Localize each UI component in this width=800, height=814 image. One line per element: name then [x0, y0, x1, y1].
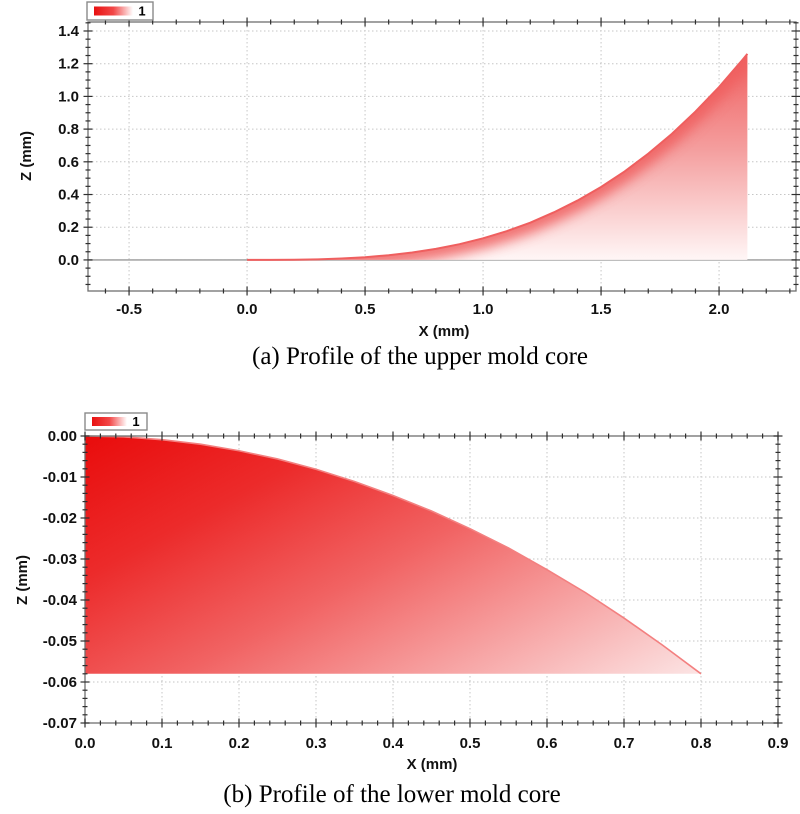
legend-series-label: 1	[132, 414, 139, 429]
axis-ticks	[80, 431, 783, 728]
legend: 1	[86, 1, 154, 21]
y-axis-tick-label: 0.00	[48, 428, 77, 445]
x-axis-tick-label: 0.0	[237, 301, 258, 318]
y-axis-tick-label: 0.2	[58, 219, 79, 236]
lower-mold-core-chart: 0.0 0.1 0.2 0.3 0.4 0.5 0.6 0.7 0.8 0.9 0.00 -0.01 -…	[14, 412, 789, 773]
area-series-1	[85, 436, 701, 674]
tick-labels: 0.0 0.1 0.2 0.3 0.4 0.5 0.6 0.7 0.8 0.9 0.00 -0.01 -…	[43, 428, 789, 752]
y-axis-tick-label: 1.0	[58, 88, 79, 105]
x-axis-tick-label: 0.5	[355, 301, 376, 318]
x-axis-tick-label: 0.8	[691, 735, 712, 752]
y-axis-tick-label: -0.06	[43, 674, 77, 691]
y-axis-tick-label: -0.04	[43, 592, 78, 609]
x-axis-tick-label: 1.5	[591, 301, 612, 318]
x-axis-tick-label: 0.1	[152, 735, 173, 752]
x-axis-tick-label: 0.5	[460, 735, 481, 752]
y-axis-tick-label: -0.05	[43, 633, 77, 650]
x-axis-tick-label: 0.6	[537, 735, 558, 752]
caption-upper-mold: (a) Profile of the upper mold core	[252, 343, 588, 370]
y-axis-tick-label: -0.01	[43, 469, 77, 486]
y-axis-title: Z (mm)	[18, 131, 35, 181]
x-axis-title: X (mm)	[407, 756, 458, 773]
y-axis-title: Z (mm)	[14, 555, 31, 605]
curve-line-series-1	[247, 53, 749, 261]
y-axis-tick-label: 0.4	[58, 187, 80, 204]
axis-ticks	[83, 17, 800, 296]
x-axis-tick-label: 0.7	[614, 735, 635, 752]
y-axis-tick-label: 0.0	[58, 252, 79, 269]
legend-swatch	[92, 417, 127, 426]
upper-mold-core-chart: -0.5 0.0 0.5 1.0 1.5 2.0 0.0 0.2 0.4 0.6 0.8 1.0 1.2…	[18, 1, 800, 340]
y-axis-tick-label: 0.6	[58, 154, 79, 171]
curve-line-series-1	[84, 435, 702, 675]
tick-labels: -0.5 0.0 0.5 1.0 1.5 2.0 0.0 0.2 0.4 0.6 0.8 1.0 1.2…	[58, 23, 729, 318]
grid	[85, 436, 778, 723]
legend: 1	[84, 412, 148, 431]
plot-frame	[87, 21, 797, 292]
y-axis-tick-label: -0.07	[43, 715, 77, 732]
x-axis-tick-label: 2.0	[709, 301, 730, 318]
y-axis-tick-label: 1.2	[58, 56, 79, 73]
legend-series-label: 1	[138, 4, 145, 19]
x-axis-tick-label: 0.9	[768, 735, 789, 752]
x-axis-tick-label: 0.4	[383, 735, 405, 752]
legend-swatch	[94, 6, 133, 16]
y-axis-tick-label: 0.8	[58, 121, 79, 138]
x-axis-tick-label: -0.5	[116, 301, 142, 318]
area-series-1	[247, 53, 748, 260]
x-axis-tick-label: 1.0	[473, 301, 494, 318]
y-axis-tick-label: -0.03	[43, 551, 77, 568]
caption-lower-mold: (b) Profile of the lower mold core	[223, 781, 561, 808]
x-axis-tick-label: 0.3	[306, 735, 327, 752]
y-axis-tick-label: -0.02	[43, 510, 77, 527]
x-axis-title: X (mm)	[419, 323, 470, 340]
y-axis-tick-label: 1.4	[58, 23, 80, 40]
x-axis-tick-label: 0.2	[229, 735, 250, 752]
x-axis-tick-label: 0.0	[75, 735, 96, 752]
plot-frame	[84, 435, 779, 724]
